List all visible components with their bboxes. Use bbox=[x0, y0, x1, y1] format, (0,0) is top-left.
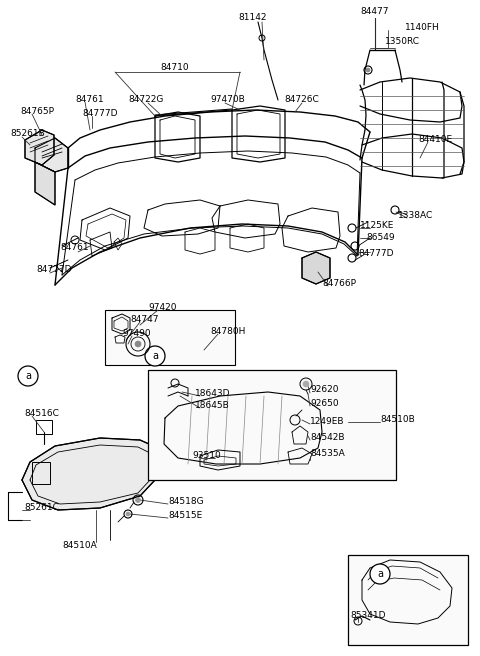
Polygon shape bbox=[35, 162, 55, 205]
Text: a: a bbox=[25, 371, 31, 381]
Polygon shape bbox=[362, 560, 452, 624]
Text: 84777D: 84777D bbox=[358, 249, 394, 258]
Text: 85261C: 85261C bbox=[24, 504, 59, 512]
Bar bbox=[105, 310, 235, 365]
Text: 84515E: 84515E bbox=[168, 512, 202, 520]
Text: 92650: 92650 bbox=[310, 398, 338, 407]
Text: 84518G: 84518G bbox=[168, 497, 204, 506]
Text: 1350RC: 1350RC bbox=[385, 37, 420, 47]
Bar bbox=[348, 555, 468, 645]
Polygon shape bbox=[35, 138, 68, 172]
Text: 1140FH: 1140FH bbox=[405, 24, 440, 33]
Circle shape bbox=[135, 497, 141, 502]
Text: 84542B: 84542B bbox=[310, 434, 345, 443]
Text: 84765P: 84765P bbox=[20, 108, 54, 117]
Text: 84766P: 84766P bbox=[322, 279, 356, 287]
Text: 84516C: 84516C bbox=[24, 409, 59, 419]
Bar bbox=[148, 370, 396, 480]
Text: 84761: 84761 bbox=[60, 243, 89, 253]
Circle shape bbox=[303, 381, 309, 387]
Text: 1249EB: 1249EB bbox=[310, 417, 345, 426]
Polygon shape bbox=[164, 392, 322, 464]
Circle shape bbox=[126, 512, 130, 516]
Text: 84722G: 84722G bbox=[128, 96, 163, 104]
Text: 84710: 84710 bbox=[161, 64, 189, 73]
Polygon shape bbox=[25, 130, 54, 165]
Text: a: a bbox=[377, 569, 383, 579]
Text: 84777D: 84777D bbox=[36, 266, 72, 274]
Bar bbox=[32, 462, 50, 484]
Circle shape bbox=[18, 366, 38, 386]
Text: 84747: 84747 bbox=[130, 316, 158, 325]
Text: 84510B: 84510B bbox=[380, 415, 415, 424]
Text: 92620: 92620 bbox=[310, 386, 338, 394]
Text: 97470B: 97470B bbox=[210, 96, 245, 104]
Circle shape bbox=[135, 341, 141, 347]
Circle shape bbox=[370, 564, 390, 584]
Text: 84535A: 84535A bbox=[310, 449, 345, 459]
Text: 84477: 84477 bbox=[361, 7, 389, 16]
Text: 84726C: 84726C bbox=[284, 96, 319, 104]
Text: 85341D: 85341D bbox=[350, 611, 385, 621]
Polygon shape bbox=[22, 438, 160, 510]
Text: 97420: 97420 bbox=[148, 302, 177, 312]
Text: 86549: 86549 bbox=[366, 234, 395, 243]
Text: 1338AC: 1338AC bbox=[398, 211, 433, 220]
Text: 97490: 97490 bbox=[122, 329, 151, 338]
Circle shape bbox=[145, 346, 165, 366]
Text: 18643D: 18643D bbox=[195, 388, 230, 398]
Circle shape bbox=[366, 68, 370, 72]
Polygon shape bbox=[302, 252, 330, 284]
Text: 84410E: 84410E bbox=[418, 136, 452, 144]
Text: 93510: 93510 bbox=[192, 451, 221, 461]
Text: 84761: 84761 bbox=[75, 96, 104, 104]
Text: 18645B: 18645B bbox=[195, 401, 230, 411]
Bar bbox=[36, 420, 52, 434]
Text: a: a bbox=[152, 351, 158, 361]
Text: 85261B: 85261B bbox=[10, 129, 45, 138]
Text: 81142: 81142 bbox=[239, 14, 267, 22]
Text: 84510A: 84510A bbox=[62, 541, 97, 550]
Text: 1125KE: 1125KE bbox=[360, 220, 395, 230]
Text: 84780H: 84780H bbox=[210, 327, 245, 337]
Text: 84777D: 84777D bbox=[82, 110, 118, 119]
